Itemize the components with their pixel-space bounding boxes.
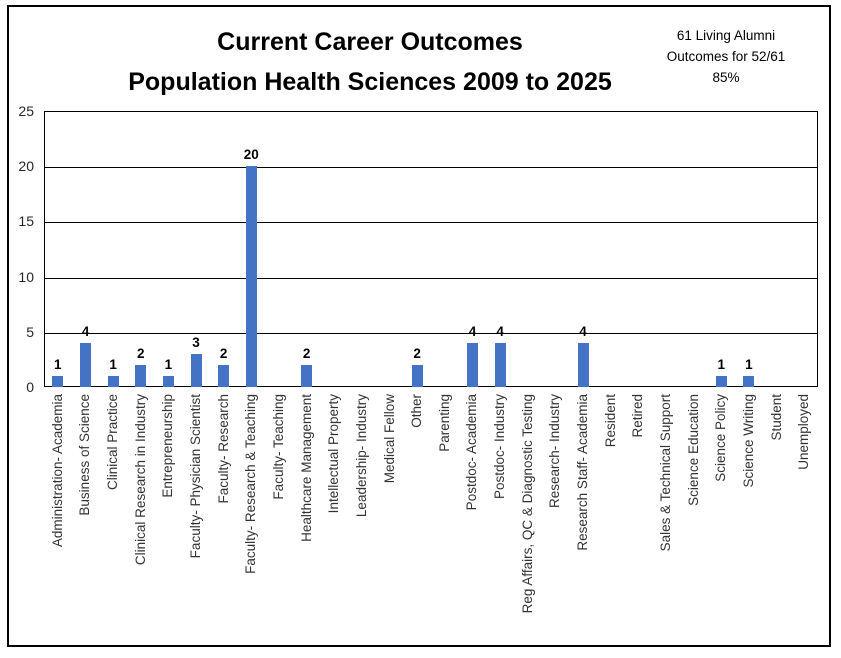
x-axis-label: Faculty- Teaching (270, 394, 286, 500)
bar (494, 342, 506, 387)
bar-value-label: 4 (81, 323, 90, 339)
y-tick-label: 15 (18, 213, 34, 230)
bar (715, 375, 727, 387)
y-tick-label: 20 (18, 158, 34, 175)
chart-title-line1: Current Career Outcomes (217, 28, 523, 56)
chart-frame (7, 5, 831, 647)
x-axis-label: Administration- Academia (49, 394, 65, 548)
x-axis-label: Postdoc- Academia (464, 394, 480, 511)
bar-value-label: 2 (136, 345, 145, 361)
x-axis-label: Medical Fellow (381, 394, 397, 484)
gridline (45, 277, 817, 279)
bar (190, 353, 202, 387)
bar (743, 375, 755, 387)
x-axis-label: Reg Affairs, QC & Diagnostic Testing (519, 394, 535, 614)
annotation-line1: 61 Living Alumni (676, 28, 776, 43)
x-axis-label: Faculty- Physician Scientist (188, 394, 204, 559)
gridline (45, 332, 817, 334)
bar (135, 364, 147, 387)
bar-value-label: 1 (717, 356, 725, 372)
bar-value-label: 4 (468, 323, 477, 339)
chart-title: Current Career Outcomes Population Healt… (70, 22, 670, 102)
bar (577, 342, 589, 387)
bar (301, 364, 313, 387)
x-axis-label: Sales & Technical Support (657, 394, 673, 552)
bar (162, 375, 174, 387)
x-axis-label: Science Policy (713, 394, 729, 482)
x-axis-label: Entrepreneurship (160, 394, 176, 498)
plot-area (44, 111, 818, 387)
x-axis-label: Clinical Research in Industry (132, 394, 148, 566)
x-axis-label: Clinical Practice (105, 394, 121, 491)
bar-value-label: 4 (579, 323, 587, 339)
x-axis-label: Parenting (436, 394, 452, 452)
x-axis-label: Retired (630, 394, 646, 438)
chart-title-line2: Population Health Sciences 2009 to 2025 (128, 68, 612, 96)
gridline (45, 222, 817, 224)
bar-value-label: 1 (164, 356, 173, 372)
alumni-annotation: 61 Living Alumni Outcomes for 52/61 85% (638, 25, 814, 88)
bar (466, 342, 478, 387)
bar-value-label: 2 (219, 345, 228, 361)
y-tick-label: 25 (18, 103, 34, 119)
bar (245, 166, 257, 387)
x-axis-label: Faculty- Research & Teaching (243, 394, 259, 574)
bar (79, 342, 91, 387)
x-axis-label: Science Education (685, 394, 701, 506)
bar (218, 364, 230, 387)
x-axis-label: Research Staff- Academia (575, 394, 591, 551)
bar-value-label: 1 (54, 356, 62, 372)
bar-value-label: 2 (302, 345, 311, 361)
x-axis-label: Other (409, 394, 425, 428)
bar-value-label: 4 (496, 323, 504, 339)
y-tick-label: 0 (26, 379, 34, 395)
x-axis-label: Leadership- Industry (353, 394, 369, 518)
bar (411, 364, 423, 387)
bar-value-label: 1 (745, 356, 753, 372)
x-axis-label: Unemployed (796, 394, 812, 470)
x-axis-label: Business of Science (77, 394, 93, 516)
gridline (45, 167, 817, 169)
x-axis-label: Intellectual Property (326, 394, 342, 514)
bar-value-label: 2 (413, 345, 421, 361)
x-axis-label: Healthcare Management (298, 394, 314, 542)
bar-value-label: 20 (243, 147, 259, 163)
bar-value-label: 1 (109, 356, 117, 372)
x-axis-label: Student (768, 394, 784, 441)
bar (52, 375, 64, 387)
x-axis-label: Research- Industry (547, 394, 563, 509)
y-tick-label: 5 (26, 323, 34, 340)
x-axis-label: Faculty- Research (215, 394, 231, 504)
bar (107, 375, 119, 387)
x-axis-label: Postdoc- Industry (492, 394, 508, 500)
bar-value-label: 3 (192, 334, 200, 350)
y-tick-label: 10 (18, 268, 34, 285)
annotation-line2: Outcomes for 52/61 (666, 49, 786, 64)
x-axis-label: Resident (602, 394, 618, 448)
annotation-line3: 85% (712, 70, 740, 85)
x-axis-label: Science Writing (740, 394, 756, 488)
